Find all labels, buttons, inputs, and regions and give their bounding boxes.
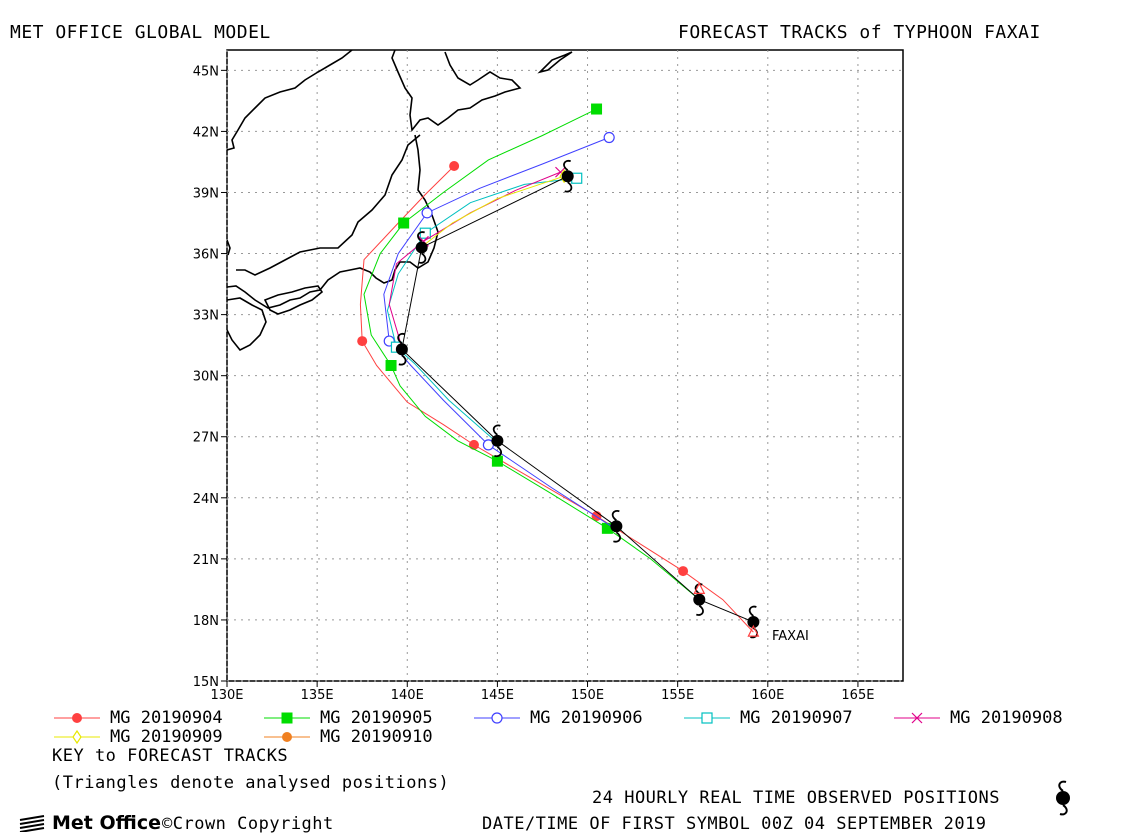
x-tick-label: 165E	[841, 688, 874, 703]
legend-swatch	[54, 713, 100, 723]
observed-note: 24 HOURLY REAL TIME OBSERVED POSITIONS	[592, 788, 1000, 808]
coast-islands	[227, 239, 231, 256]
y-axis-ticks: 15N 18N 21N 24N 27N 30N 33N 36N 39N 42N 45N	[193, 64, 227, 690]
y-tick-label: 27N	[193, 431, 219, 446]
legend-label: MG 20190908	[950, 708, 1063, 728]
y-tick-label: 36N	[193, 248, 219, 263]
y-tick-label: 33N	[193, 309, 219, 324]
y-tick-label: 45N	[193, 64, 219, 79]
legend-label: MG 20190905	[320, 708, 433, 728]
analysed-triangle	[747, 624, 760, 637]
coast-hokkaido	[391, 50, 522, 132]
legend-marker	[72, 729, 82, 745]
x-tick-label: 135E	[301, 688, 334, 703]
track-line	[359, 165, 754, 633]
met-office-logo: Met Office	[18, 812, 161, 834]
track-point	[385, 360, 397, 371]
legend-label: MG 20190904	[110, 708, 223, 728]
legend-item: MG 20190907	[682, 708, 853, 728]
met-office-logo-text: Met Office	[52, 812, 161, 834]
track-point	[491, 455, 503, 467]
legend-item: MG 20190906	[472, 708, 643, 728]
typhoon-symbol-icon	[747, 605, 760, 639]
legend-swatch	[684, 712, 730, 724]
y-tick-label: 42N	[193, 125, 219, 140]
storm-label: FAXAI	[772, 629, 809, 644]
coastlines	[227, 50, 573, 352]
typhoon-symbol-icon	[610, 510, 623, 543]
coast-shikoku	[263, 285, 324, 315]
x-tick-label: 145E	[481, 688, 514, 703]
legend-label: MG 20190910	[320, 727, 433, 747]
legend-item: MG 20190909	[52, 727, 223, 747]
y-tick-label: 39N	[193, 186, 219, 201]
typhoon-symbol-icon	[693, 583, 706, 616]
track-point	[591, 103, 603, 115]
observed-positions	[395, 159, 760, 639]
legend-label: MG 20190907	[740, 708, 853, 728]
y-tick-label: 30N	[193, 370, 219, 385]
y-tick-label: 18N	[193, 614, 219, 629]
legend-swatch	[54, 729, 100, 745]
graticule	[226, 50, 903, 682]
track-point	[449, 161, 460, 172]
y-tick-label: 24N	[193, 492, 219, 507]
analysed-triangle	[693, 582, 706, 595]
legend-item: MG 20190905	[262, 708, 433, 728]
y-tick-label: 15N	[193, 675, 219, 690]
copyright: ©Crown Copyright	[162, 814, 334, 834]
track-point	[678, 566, 689, 577]
x-axis-ticks: 130E 135E 140E 145E 150E 155E 160E 165E	[210, 681, 874, 703]
legend-marker	[491, 712, 503, 724]
legend-item: MG 20190904	[52, 708, 223, 728]
x-tick-label: 160E	[751, 688, 784, 703]
x-tick-label: 150E	[571, 688, 604, 703]
track-point	[468, 439, 479, 450]
legend-marker	[911, 712, 923, 724]
legend-marker	[701, 712, 713, 724]
track-line	[386, 177, 577, 444]
track-line	[423, 175, 565, 246]
track-point	[603, 131, 615, 144]
met-office-waves-icon	[19, 815, 45, 832]
typhoon-symbol-icon	[1056, 780, 1070, 816]
coast-kyushu	[227, 297, 267, 352]
header-left: MET OFFICE GLOBAL MODEL	[10, 22, 271, 43]
track-point	[421, 207, 433, 219]
track-point	[601, 522, 613, 534]
legend-swatch	[894, 712, 940, 724]
datetime-note: DATE/TIME OF FIRST SYMBOL 00Z 04 SEPTEMB…	[482, 814, 987, 834]
legend-item: MG 20190908	[892, 708, 1063, 728]
typhoon-symbol-icon	[491, 424, 504, 458]
track-point	[398, 217, 410, 229]
typhoon-symbol-icon	[415, 231, 428, 264]
coast-sakhalin	[537, 51, 573, 74]
legend-swatch	[264, 712, 310, 724]
x-tick-label: 140E	[391, 688, 424, 703]
legend-swatch	[474, 712, 520, 724]
legend-item: MG 20190910	[262, 727, 433, 747]
triangle-note: (Triangles denote analysed positions)	[52, 773, 450, 793]
y-tick-label: 21N	[193, 553, 219, 568]
legend-label: MG 20190906	[530, 708, 643, 728]
header-right: FORECAST TRACKS of TYPHOON FAXAI	[678, 22, 1041, 43]
legend-marker	[72, 713, 82, 723]
coast-korea	[227, 50, 353, 151]
key-title: KEY to FORECAST TRACKS	[52, 746, 289, 766]
legend-swatch	[264, 732, 310, 742]
track-line	[383, 137, 615, 529]
typhoon-symbol-icon	[561, 159, 574, 193]
plot-area	[226, 49, 904, 682]
x-tick-label: 155E	[661, 688, 694, 703]
typhoon-symbol-icon	[395, 332, 408, 366]
legend-label: MG 20190909	[110, 727, 223, 747]
legend-marker	[282, 732, 292, 742]
x-tick-label: 130E	[210, 688, 243, 703]
track-point	[357, 336, 368, 347]
legend-marker	[281, 712, 293, 724]
coast-honshu-west	[236, 134, 421, 276]
